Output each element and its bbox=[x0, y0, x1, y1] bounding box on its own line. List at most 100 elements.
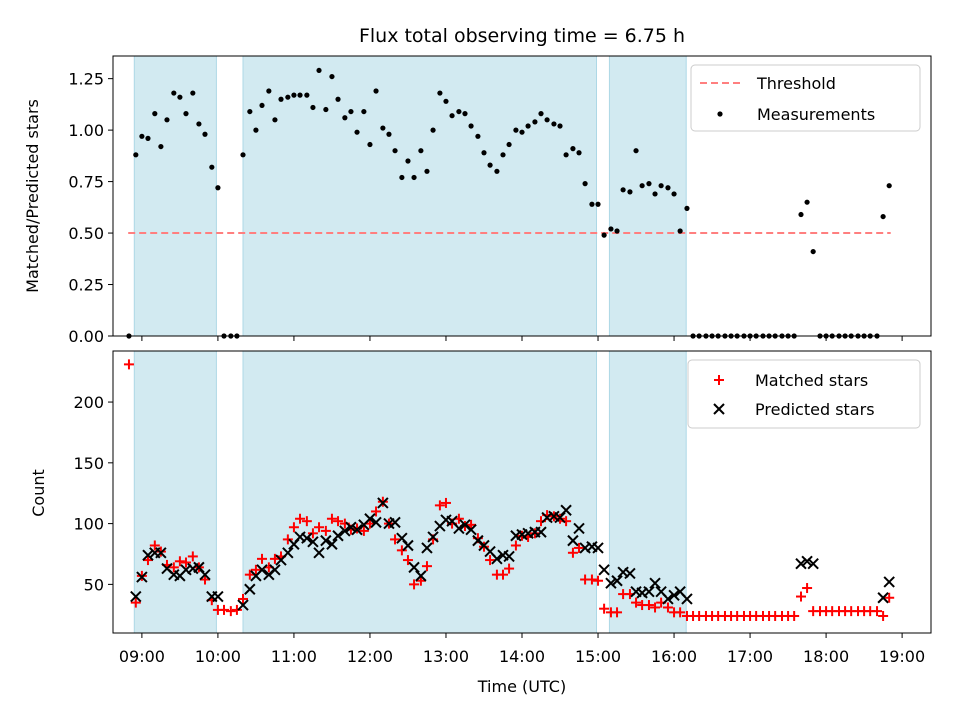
x-tick-label: 18:00 bbox=[803, 647, 849, 666]
measurement-point bbox=[361, 108, 367, 115]
y-tick-label: 150 bbox=[73, 454, 104, 473]
measurement-point bbox=[538, 111, 544, 117]
measurement-point bbox=[171, 90, 177, 96]
predicted-star-point bbox=[320, 534, 332, 547]
cross-marker-b bbox=[364, 513, 376, 525]
x-axis-label: Time (UTC) bbox=[477, 677, 566, 696]
legend-label-predicted: Predicted stars bbox=[755, 400, 875, 419]
cross-marker-b bbox=[408, 561, 420, 574]
matched-star-point bbox=[796, 591, 807, 602]
predicted-star-point bbox=[212, 590, 224, 603]
y-tick-label: 100 bbox=[73, 515, 104, 534]
predicted-star-point bbox=[282, 547, 294, 559]
legend-label-measurements: Measurements bbox=[757, 105, 875, 124]
measurement-point bbox=[652, 191, 658, 197]
measurement-point bbox=[316, 67, 322, 74]
predicted-star-point bbox=[605, 577, 617, 589]
cross-marker-b bbox=[389, 516, 401, 529]
matched-star-point bbox=[301, 516, 312, 527]
cross-marker-b bbox=[573, 522, 585, 535]
predicted-star-point bbox=[256, 564, 268, 576]
cross-marker-b bbox=[396, 532, 408, 544]
measurement-point bbox=[513, 127, 519, 133]
y-tick-label: 200 bbox=[73, 393, 104, 412]
matched-star-point bbox=[884, 592, 895, 603]
matched-star-point bbox=[650, 602, 661, 613]
observing-interval-shade bbox=[608, 350, 687, 634]
matched-star-point bbox=[409, 579, 420, 590]
predicted-star-point bbox=[313, 547, 325, 559]
cross-marker-b bbox=[630, 585, 642, 598]
predicted-star-point bbox=[649, 577, 661, 589]
y-tick-label: 0.25 bbox=[68, 276, 104, 295]
matched-star-point bbox=[295, 513, 306, 524]
observing-interval-shade bbox=[242, 350, 598, 634]
matched-star-point bbox=[168, 562, 179, 573]
matched-star-point bbox=[364, 518, 375, 529]
predicted-star-point bbox=[402, 539, 414, 552]
measurement-point bbox=[247, 108, 253, 115]
predicted-star-point bbox=[491, 553, 503, 565]
cross-marker-b bbox=[472, 534, 484, 547]
x-tick-label: 19:00 bbox=[879, 647, 925, 666]
predicted-star-point bbox=[326, 538, 338, 550]
measurement-point bbox=[380, 125, 386, 131]
matched-star-point bbox=[872, 606, 883, 617]
measurement-point bbox=[291, 92, 297, 98]
cross-marker-b bbox=[883, 576, 895, 588]
cross-marker-b bbox=[649, 577, 661, 589]
measurement-point bbox=[633, 148, 639, 154]
x-tick-label: 09:00 bbox=[119, 647, 165, 666]
predicted-star-point bbox=[351, 523, 363, 536]
x-tick-label: 12:00 bbox=[347, 647, 393, 666]
measurement-point bbox=[323, 106, 329, 113]
matched-star-point bbox=[434, 500, 445, 511]
predicted-star-point bbox=[573, 522, 585, 535]
measurement-point bbox=[798, 211, 804, 218]
measurement-point bbox=[506, 141, 512, 148]
measurement-point bbox=[272, 117, 278, 123]
measurement-point bbox=[880, 213, 886, 220]
observing-interval-shade bbox=[242, 55, 598, 337]
cross-marker-b bbox=[484, 545, 496, 558]
measurement-point bbox=[570, 146, 576, 152]
cross-marker-b bbox=[244, 583, 256, 595]
cross-marker-b bbox=[155, 547, 167, 559]
cross-marker-b bbox=[655, 585, 667, 598]
matched-star-point bbox=[314, 522, 325, 533]
cross-marker-b bbox=[674, 585, 686, 598]
measurement-point bbox=[639, 183, 645, 189]
predicted-star-point bbox=[269, 564, 281, 576]
cross-marker-b bbox=[668, 589, 680, 602]
predicted-star-point bbox=[364, 513, 376, 525]
x-tick-label: 17:00 bbox=[727, 647, 773, 666]
measurement-point bbox=[278, 96, 284, 102]
measurement-point bbox=[202, 131, 208, 137]
cross-marker-b bbox=[161, 562, 173, 575]
measurement-point bbox=[342, 115, 348, 121]
cross-marker-b bbox=[320, 534, 332, 547]
measurement-point bbox=[177, 94, 183, 100]
matched-star-point bbox=[174, 556, 185, 567]
matched-star-point bbox=[130, 597, 141, 608]
cross-marker-b bbox=[339, 525, 351, 537]
matched-star-point bbox=[149, 540, 160, 551]
cross-marker-b bbox=[421, 542, 433, 554]
measurement-point bbox=[190, 90, 196, 96]
measurement-point bbox=[373, 88, 379, 94]
predicted-star-point bbox=[668, 589, 680, 602]
measurement-point bbox=[462, 111, 468, 117]
cross-marker-b bbox=[415, 570, 427, 582]
matched-star-point bbox=[199, 574, 210, 585]
measurement-point bbox=[525, 123, 531, 129]
measurement-point bbox=[430, 127, 436, 133]
measurement-point bbox=[310, 104, 316, 111]
matched-star-point bbox=[257, 553, 268, 564]
measurement-point bbox=[449, 113, 455, 119]
cross-marker-b bbox=[446, 515, 458, 527]
matched-star-point bbox=[142, 555, 153, 566]
ratio-panel: 0.00 0.25 0.50 0.75 1.00 1.25 Matched/Predicte… bbox=[23, 55, 932, 346]
cross-marker-b bbox=[503, 550, 515, 563]
matched-star-point bbox=[282, 534, 293, 545]
